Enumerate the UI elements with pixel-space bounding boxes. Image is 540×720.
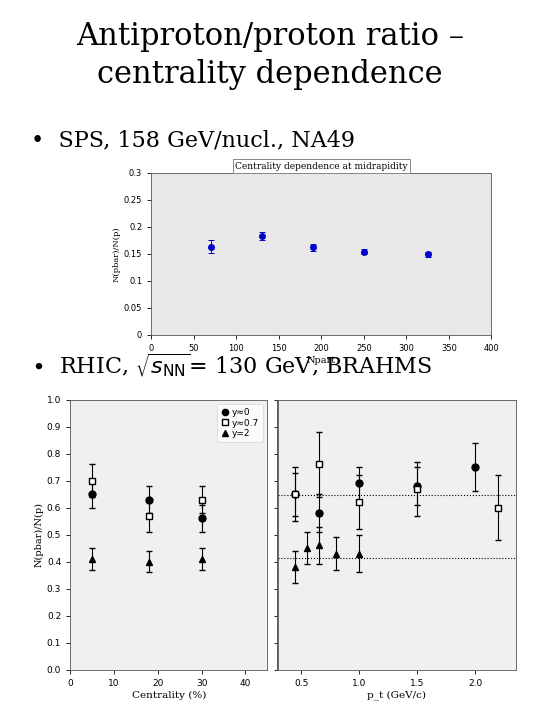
X-axis label: Npart: Npart (307, 356, 336, 364)
Y-axis label: N(pbar)/N(p): N(pbar)/N(p) (35, 502, 44, 567)
X-axis label: Centrality (%): Centrality (%) (132, 690, 206, 700)
Text: •  SPS, 158 GeV/nucl., NA49: • SPS, 158 GeV/nucl., NA49 (31, 130, 355, 151)
Text: $\bullet$  RHIC, $\sqrt{s_\mathrm{NN}}$= 130 GeV, BRAHMS: $\bullet$ RHIC, $\sqrt{s_\mathrm{NN}}$= … (31, 351, 433, 379)
X-axis label: p_t (GeV/c): p_t (GeV/c) (367, 690, 427, 701)
Legend: y≈0, y≈0.7, y=2: y≈0, y≈0.7, y=2 (218, 404, 263, 442)
Text: Antiproton/proton ratio –
centrality dependence: Antiproton/proton ratio – centrality dep… (76, 21, 464, 91)
Y-axis label: N(pbar)/N(p): N(pbar)/N(p) (113, 226, 121, 282)
Title: Centrality dependence at midrapidity: Centrality dependence at midrapidity (235, 161, 408, 171)
